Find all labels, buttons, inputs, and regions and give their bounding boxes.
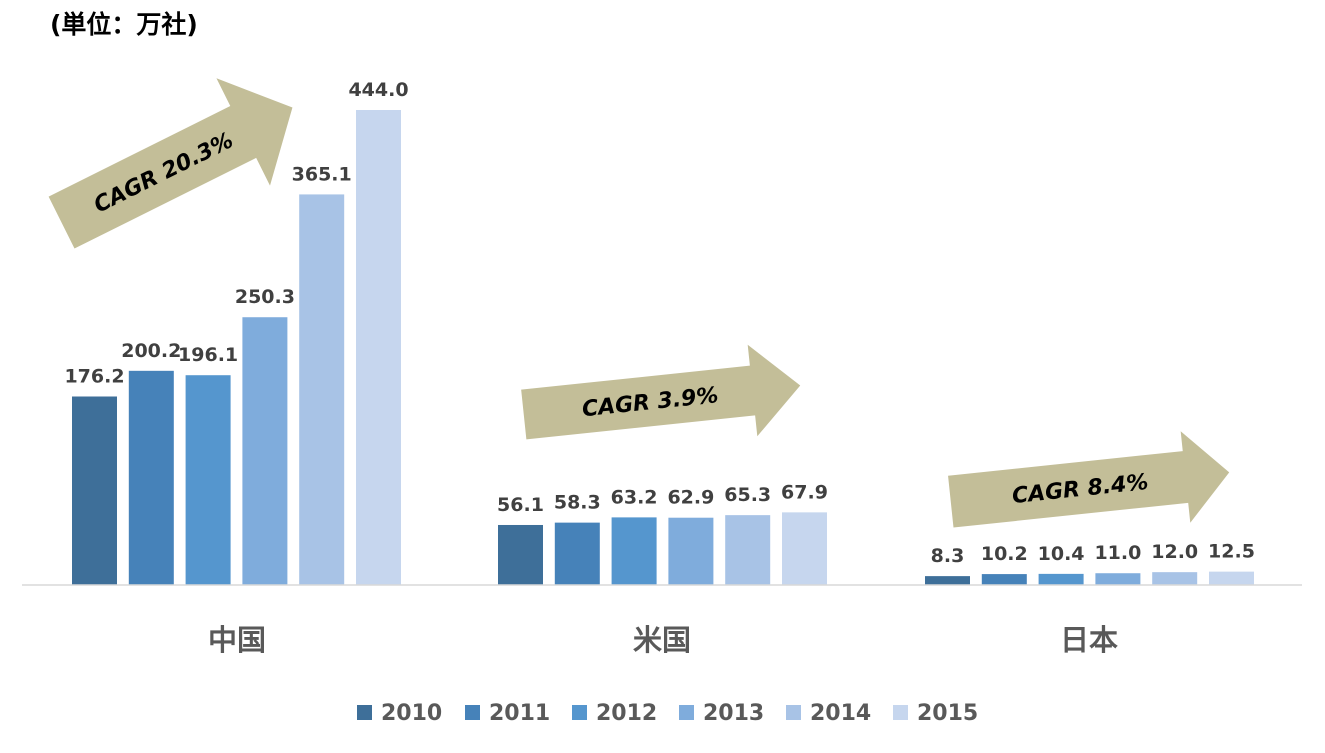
- value-label: 65.3: [724, 484, 771, 506]
- legend-item-2010: 2010: [357, 701, 442, 726]
- legend-swatch: [572, 705, 587, 720]
- value-label: 250.3: [235, 286, 295, 308]
- arrow-shape: [521, 344, 801, 440]
- legend-label: 2010: [381, 701, 442, 726]
- category-label: 中国: [208, 623, 266, 657]
- legend-label: 2013: [703, 701, 764, 726]
- legend-swatch: [465, 705, 480, 720]
- legend-label: 2012: [596, 701, 657, 726]
- cagr-arrow: CAGR 8.4%: [948, 431, 1230, 528]
- legend-label: 2014: [810, 701, 871, 726]
- bar-米国-2012: [611, 517, 657, 585]
- value-label: 8.3: [931, 545, 965, 567]
- bar-中国-2013: [242, 317, 288, 585]
- arrow-shape: [948, 431, 1230, 528]
- legend-label: 2015: [917, 701, 978, 726]
- bar-中国-2015: [356, 110, 401, 585]
- value-label: 62.9: [667, 487, 714, 509]
- value-label: 365.1: [292, 163, 352, 185]
- bar-中国-2011: [128, 370, 174, 585]
- value-label: 56.1: [497, 494, 544, 516]
- bar-日本-2011: [981, 574, 1027, 585]
- value-label: 10.4: [1038, 543, 1085, 565]
- bar-米国-2011: [554, 522, 600, 585]
- value-label: 58.3: [554, 492, 601, 514]
- bar-日本-2010: [925, 576, 970, 585]
- legend-swatch: [786, 705, 801, 720]
- bar-中国-2012: [185, 375, 231, 585]
- value-label: 176.2: [64, 365, 124, 387]
- bar-日本-2013: [1095, 573, 1141, 585]
- bar-中国-2010: [72, 396, 117, 585]
- value-label: 12.5: [1208, 541, 1255, 563]
- legend-swatch: [679, 705, 694, 720]
- bar-日本-2015: [1209, 571, 1254, 585]
- value-label: 63.2: [611, 486, 658, 508]
- legend-item-2012: 2012: [572, 701, 657, 726]
- cagr-arrows: CAGR 20.3% CAGR 3.9% CAGR 8.4%: [48, 78, 1230, 528]
- bar-米国-2014: [725, 515, 771, 585]
- bar-米国-2013: [668, 517, 714, 585]
- value-label: 67.9: [781, 481, 828, 503]
- value-label: 196.1: [178, 344, 238, 366]
- value-label: 11.0: [1094, 542, 1141, 564]
- legend-item-2014: 2014: [786, 701, 871, 726]
- cagr-arrow: CAGR 3.9%: [521, 344, 801, 440]
- legend: 2010 2011 2012 2013 2014 2015: [357, 701, 978, 726]
- category-labels: 中国 米国 日本: [208, 623, 1118, 657]
- bar-日本-2014: [1152, 572, 1198, 585]
- legend-item-2015: 2015: [893, 701, 978, 726]
- legend-swatch: [357, 705, 372, 720]
- unit-label: (単位：万社): [50, 10, 198, 39]
- cagr-arrow: CAGR 20.3%: [48, 78, 293, 249]
- value-label: 444.0: [348, 79, 408, 101]
- legend-item-2013: 2013: [679, 701, 764, 726]
- category-label: 米国: [633, 623, 691, 657]
- value-label: 12.0: [1151, 541, 1198, 563]
- bar-中国-2014: [299, 194, 345, 585]
- legend-item-2011: 2011: [465, 701, 550, 726]
- bar-米国-2015: [782, 512, 827, 585]
- value-label: 10.2: [981, 543, 1028, 565]
- arrow-shape: [48, 78, 293, 249]
- value-label: 200.2: [121, 340, 181, 362]
- category-label: 日本: [1060, 623, 1118, 657]
- bars: [72, 110, 1254, 585]
- legend-swatch: [893, 705, 908, 720]
- bar-米国-2010: [498, 524, 543, 585]
- bar-日本-2012: [1038, 573, 1084, 585]
- legend-label: 2011: [489, 701, 550, 726]
